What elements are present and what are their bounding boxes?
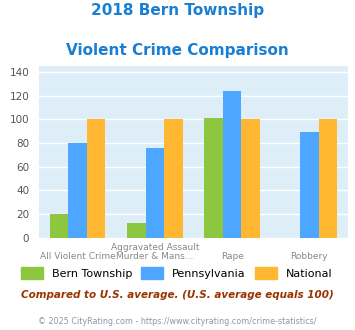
Bar — [146, 148, 164, 238]
Bar — [69, 143, 87, 238]
Text: Violent Crime Comparison: Violent Crime Comparison — [66, 43, 289, 58]
Bar — [300, 132, 318, 238]
Bar — [50, 214, 69, 238]
Bar — [87, 119, 105, 238]
Text: Compared to U.S. average. (U.S. average equals 100): Compared to U.S. average. (U.S. average … — [21, 290, 334, 300]
Bar — [164, 119, 183, 238]
Text: Murder & Mans...: Murder & Mans... — [116, 252, 193, 261]
Bar — [204, 118, 223, 238]
Bar — [223, 91, 241, 238]
Bar — [318, 119, 337, 238]
Text: All Violent Crime: All Violent Crime — [40, 252, 115, 261]
Bar — [241, 119, 260, 238]
Text: © 2025 CityRating.com - https://www.cityrating.com/crime-statistics/: © 2025 CityRating.com - https://www.city… — [38, 317, 317, 326]
Bar — [127, 223, 146, 238]
Text: 2018 Bern Township: 2018 Bern Township — [91, 3, 264, 18]
Text: Aggravated Assault: Aggravated Assault — [111, 243, 199, 251]
Text: Robbery: Robbery — [290, 252, 328, 261]
Legend: Bern Township, Pennsylvania, National: Bern Township, Pennsylvania, National — [16, 263, 337, 283]
Text: Rape: Rape — [221, 252, 244, 261]
